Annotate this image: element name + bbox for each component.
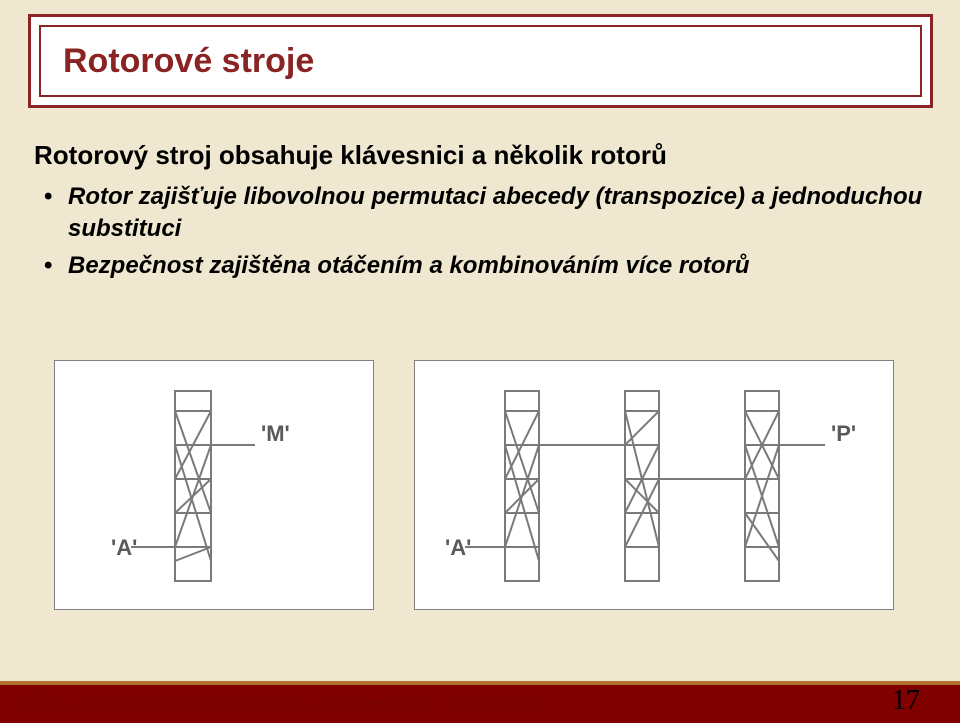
page-number: 17: [892, 685, 920, 717]
bullet-list: Rotor zajišťuje libovolnou permutaci abe…: [34, 181, 929, 282]
bullet-item: Rotor zajišťuje libovolnou permutaci abe…: [34, 181, 929, 246]
diagram-row: 'A' 'M': [54, 360, 914, 620]
title-inner: Rotorové stroje: [39, 25, 922, 97]
footer-bar: VŠFS, Aplikovaná informatika, SW systémy…: [0, 681, 960, 723]
diagram-right-input-label: 'A': [445, 535, 471, 560]
footer-text: VŠFS, Aplikovaná informatika, SW systémy…: [14, 691, 545, 717]
diagram-left-output-label: 'M': [261, 421, 290, 446]
rotor-diagram-triple: 'A' 'P': [414, 360, 894, 610]
rotor-svg-triple: 'A' 'P': [415, 361, 895, 611]
diagram-right-output-label: 'P': [831, 421, 856, 446]
rotor-svg-single: 'A' 'M': [55, 361, 375, 611]
page-title: Rotorové stroje: [63, 42, 314, 81]
bullet-item: Bezpečnost zajištěna otáčením a kombinov…: [34, 250, 929, 282]
diagram-left-input-label: 'A': [111, 535, 137, 560]
lead-text: Rotorový stroj obsahuje klávesnici a něk…: [34, 140, 929, 171]
rotor-diagram-single: 'A' 'M': [54, 360, 374, 610]
title-box: Rotorové stroje: [28, 14, 933, 108]
content-area: Rotorový stroj obsahuje klávesnici a něk…: [34, 140, 929, 286]
